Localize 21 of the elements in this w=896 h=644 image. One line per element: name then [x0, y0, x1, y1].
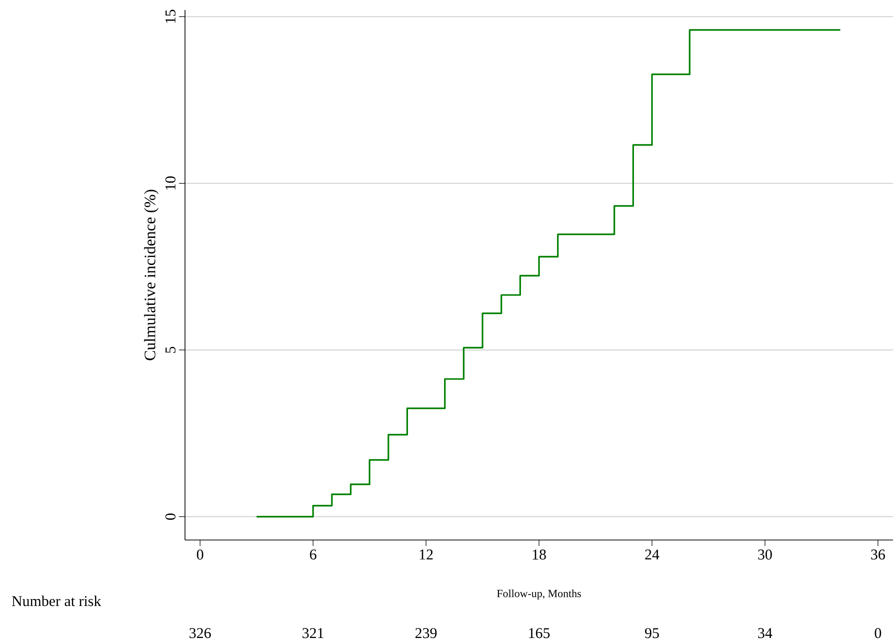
text: 34 — [758, 628, 772, 638]
x-axis-title: Follow-up, Months — [497, 590, 581, 600]
y-axis-title: Culmulative incidence (%) — [144, 190, 159, 360]
text: 321 — [302, 628, 324, 638]
x-tick-label: 0 — [196, 550, 204, 560]
text: 0 — [874, 628, 882, 638]
x-tick-label: 12 — [420, 550, 433, 560]
x-tick-label: 24 — [645, 550, 660, 560]
x-tick-label: 36 — [871, 550, 885, 560]
text: 95 — [645, 628, 659, 638]
y-tick-label: 0 — [165, 513, 176, 520]
text: Number at risk — [12, 596, 102, 606]
text: 165 — [529, 628, 550, 638]
x-tick-label: 30 — [758, 550, 772, 560]
y-tick-label: 5 — [166, 346, 176, 353]
x-tick-label: 6 — [310, 550, 316, 560]
text: 326 — [190, 628, 211, 638]
y-tick-label: 15 — [165, 10, 176, 23]
text: 239 — [415, 628, 437, 638]
y-tick-label: 10 — [165, 176, 176, 190]
x-tick-label: 18 — [532, 550, 546, 560]
